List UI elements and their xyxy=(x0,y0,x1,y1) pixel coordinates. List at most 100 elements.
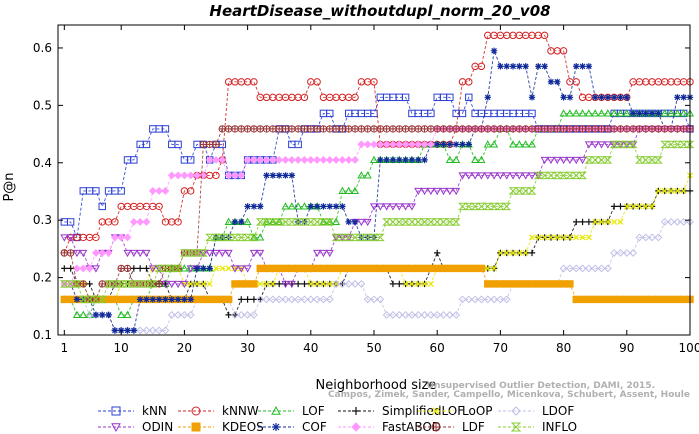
data-point-odin xyxy=(161,280,170,289)
x-tick-label: 20 xyxy=(177,341,192,355)
data-point-inflo xyxy=(331,233,341,242)
data-point-cof xyxy=(598,94,605,101)
data-point-lof xyxy=(483,140,492,148)
data-point-inflo xyxy=(262,218,271,226)
data-point-ldof xyxy=(370,295,378,304)
data-point-kdeos xyxy=(307,264,315,273)
data-point-kdeos xyxy=(521,280,530,288)
data-point-ldf xyxy=(269,125,277,133)
data-point-inflo xyxy=(306,218,316,226)
data-point-knnw xyxy=(300,93,309,102)
data-point-ldof xyxy=(287,295,296,304)
data-point-kdeos xyxy=(484,280,492,288)
data-point-ldf xyxy=(98,280,106,288)
data-point-inflo xyxy=(533,171,543,180)
data-point-kdeos xyxy=(250,280,258,288)
data-point-ldf xyxy=(490,125,498,133)
data-point-inflo xyxy=(546,171,556,180)
marker-part xyxy=(269,125,277,133)
data-point-odin xyxy=(205,249,214,258)
data-point-cof xyxy=(497,63,504,70)
data-point-ldf xyxy=(205,140,214,149)
data-point-ldf xyxy=(332,125,340,133)
data-point-inflo xyxy=(382,218,392,226)
data-point-fastabod xyxy=(117,233,126,242)
data-point-inflo xyxy=(495,202,505,211)
data-point-inflo xyxy=(350,233,360,242)
data-point-fastabod xyxy=(294,155,303,164)
data-point-kdeos xyxy=(629,295,637,304)
data-point-loop xyxy=(604,218,611,225)
data-point-ldof xyxy=(445,310,454,319)
marker-part xyxy=(604,125,612,133)
data-point-simplifiedlof xyxy=(610,203,618,210)
data-point-fastabod xyxy=(224,171,233,180)
legend-marker xyxy=(352,407,360,415)
data-point-ldof xyxy=(641,233,650,242)
data-point-cof xyxy=(541,63,548,70)
data-point-lof xyxy=(180,264,189,272)
data-point-lof xyxy=(445,155,454,163)
data-point-kdeos xyxy=(566,280,574,288)
marker-part xyxy=(389,125,397,133)
data-point-ldof xyxy=(401,310,410,319)
legend-marker xyxy=(351,422,361,432)
data-point-kdeos xyxy=(60,295,69,304)
data-point-cof xyxy=(535,63,542,70)
marker-part xyxy=(541,125,548,133)
data-point-odin xyxy=(401,203,410,211)
data-point-cof xyxy=(421,156,428,164)
data-point-fastabod xyxy=(420,140,429,149)
marker-part xyxy=(484,125,491,133)
data-point-inflo xyxy=(420,218,429,226)
data-point-ldf xyxy=(79,280,87,288)
data-point-kdeos xyxy=(547,280,555,288)
data-point-lof xyxy=(281,202,290,210)
data-point-odin xyxy=(174,280,183,289)
data-point-knn xyxy=(427,109,435,118)
data-point-fastabod xyxy=(357,140,366,149)
data-point-ldf xyxy=(401,125,410,133)
data-point-inflo xyxy=(458,202,467,211)
series-inflo xyxy=(59,140,695,304)
data-point-fastabod xyxy=(129,217,138,226)
data-point-ldof xyxy=(313,295,322,304)
data-point-fastabod xyxy=(85,264,94,273)
data-point-inflo xyxy=(672,140,682,149)
data-point-ldof xyxy=(262,295,271,304)
data-point-cof xyxy=(547,78,555,86)
marker-part xyxy=(200,141,207,148)
marker-part xyxy=(509,125,517,133)
data-point-knn xyxy=(370,109,378,118)
data-point-inflo xyxy=(514,187,524,195)
watermark: Campos, Zimek, Sander, Campello, Micenko… xyxy=(328,381,690,400)
data-point-loop xyxy=(617,218,624,225)
marker-part xyxy=(364,125,371,133)
data-point-odin xyxy=(565,156,574,165)
data-point-cof xyxy=(503,63,510,70)
data-point-simplifiedlof xyxy=(528,249,536,257)
data-point-ldf xyxy=(452,125,460,133)
marker-part xyxy=(566,125,574,133)
data-point-kdeos xyxy=(477,264,486,273)
data-point-cof xyxy=(174,296,182,303)
data-point-inflo xyxy=(483,202,493,211)
data-point-inflo xyxy=(571,171,581,180)
marker-part xyxy=(674,125,681,133)
data-point-simplifiedlof xyxy=(585,218,593,226)
data-point-inflo xyxy=(224,233,234,242)
watermark-line: Unsupervised Outlier Detection, DAMI, 20… xyxy=(427,381,655,391)
data-point-fastabod xyxy=(414,140,423,149)
marker-part xyxy=(415,125,422,133)
data-point-kdeos xyxy=(288,264,296,273)
data-point-ldof xyxy=(395,310,404,319)
data-point-odin xyxy=(559,156,568,165)
data-point-ldof xyxy=(502,295,511,304)
data-point-simplifiedlof xyxy=(276,280,283,288)
data-point-inflo xyxy=(603,156,613,164)
data-point-lof xyxy=(243,217,252,225)
data-point-odin xyxy=(591,141,600,149)
x-tick-label: 80 xyxy=(556,341,571,355)
data-point-inflo xyxy=(559,171,569,180)
